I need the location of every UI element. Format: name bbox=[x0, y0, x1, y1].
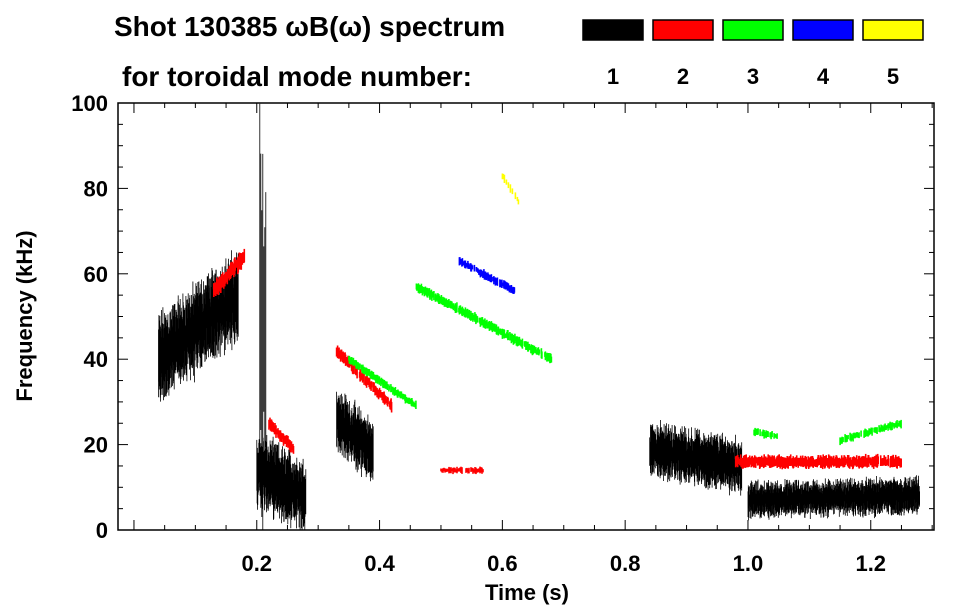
x-tick-label: 0.2 bbox=[241, 551, 272, 576]
axes: 0.2 0.4 0.6 0.8 1.0 1.2 0 20 40 60 80 100 bbox=[71, 91, 935, 576]
legend-label-mode-1: 1 bbox=[607, 64, 619, 89]
mode-2-activity-10 bbox=[734, 453, 903, 470]
y-tick-label: 60 bbox=[84, 262, 108, 287]
mode-2-activity-6 bbox=[213, 248, 246, 297]
mode-4-activity-15 bbox=[458, 257, 516, 294]
mode-1-activity-5 bbox=[747, 475, 920, 521]
x-tick-label: 0.4 bbox=[364, 551, 395, 576]
x-tick-label: 1.0 bbox=[733, 551, 764, 576]
y-axis-label: Frequency (kHz) bbox=[12, 230, 37, 401]
legend-label-mode-3: 3 bbox=[747, 64, 759, 89]
y-tick-label: 100 bbox=[71, 91, 108, 116]
x-axis-label: Time (s) bbox=[485, 580, 569, 605]
mode-1-activity-2 bbox=[256, 435, 307, 530]
y-tick-label: 80 bbox=[84, 176, 108, 201]
legend-label-mode-4: 4 bbox=[817, 64, 830, 89]
mode-2-activity-9 bbox=[440, 466, 484, 475]
x-tick-label: 0.8 bbox=[610, 551, 641, 576]
chart-subtitle: for toroidal mode number: bbox=[122, 61, 472, 92]
legend-swatch-mode-5 bbox=[862, 19, 924, 41]
mode-2-activity-7 bbox=[268, 417, 295, 454]
legend-swatch-mode-1 bbox=[582, 19, 644, 41]
mode-3-activity-13 bbox=[753, 427, 778, 440]
mode-3-activity-11 bbox=[348, 355, 417, 409]
legend-swatch-mode-4 bbox=[792, 19, 854, 41]
legend-label-mode-5: 5 bbox=[887, 64, 899, 89]
mode-1-activity-0 bbox=[158, 250, 239, 402]
y-tick-label: 0 bbox=[96, 518, 108, 543]
mode-3-activity-14 bbox=[839, 419, 902, 446]
mode-5-activity-16 bbox=[501, 173, 520, 205]
chart-title: Shot 130385 ωB(ω) spectrum bbox=[114, 11, 505, 42]
legend: 1 2 3 4 5 bbox=[582, 19, 924, 89]
mode-1-activity-3 bbox=[336, 391, 374, 482]
y-tick-label: 20 bbox=[84, 433, 108, 458]
legend-swatch-mode-3 bbox=[722, 19, 784, 41]
mode-1-activity-4 bbox=[649, 420, 743, 496]
x-tick-label: 1.2 bbox=[855, 551, 886, 576]
mode-3-activity-12 bbox=[415, 283, 553, 364]
spectrum-marks bbox=[158, 103, 920, 530]
y-tick-label: 40 bbox=[84, 347, 108, 372]
legend-swatch-mode-2 bbox=[652, 19, 714, 41]
legend-label-mode-2: 2 bbox=[677, 64, 689, 89]
x-tick-label: 0.6 bbox=[487, 551, 518, 576]
